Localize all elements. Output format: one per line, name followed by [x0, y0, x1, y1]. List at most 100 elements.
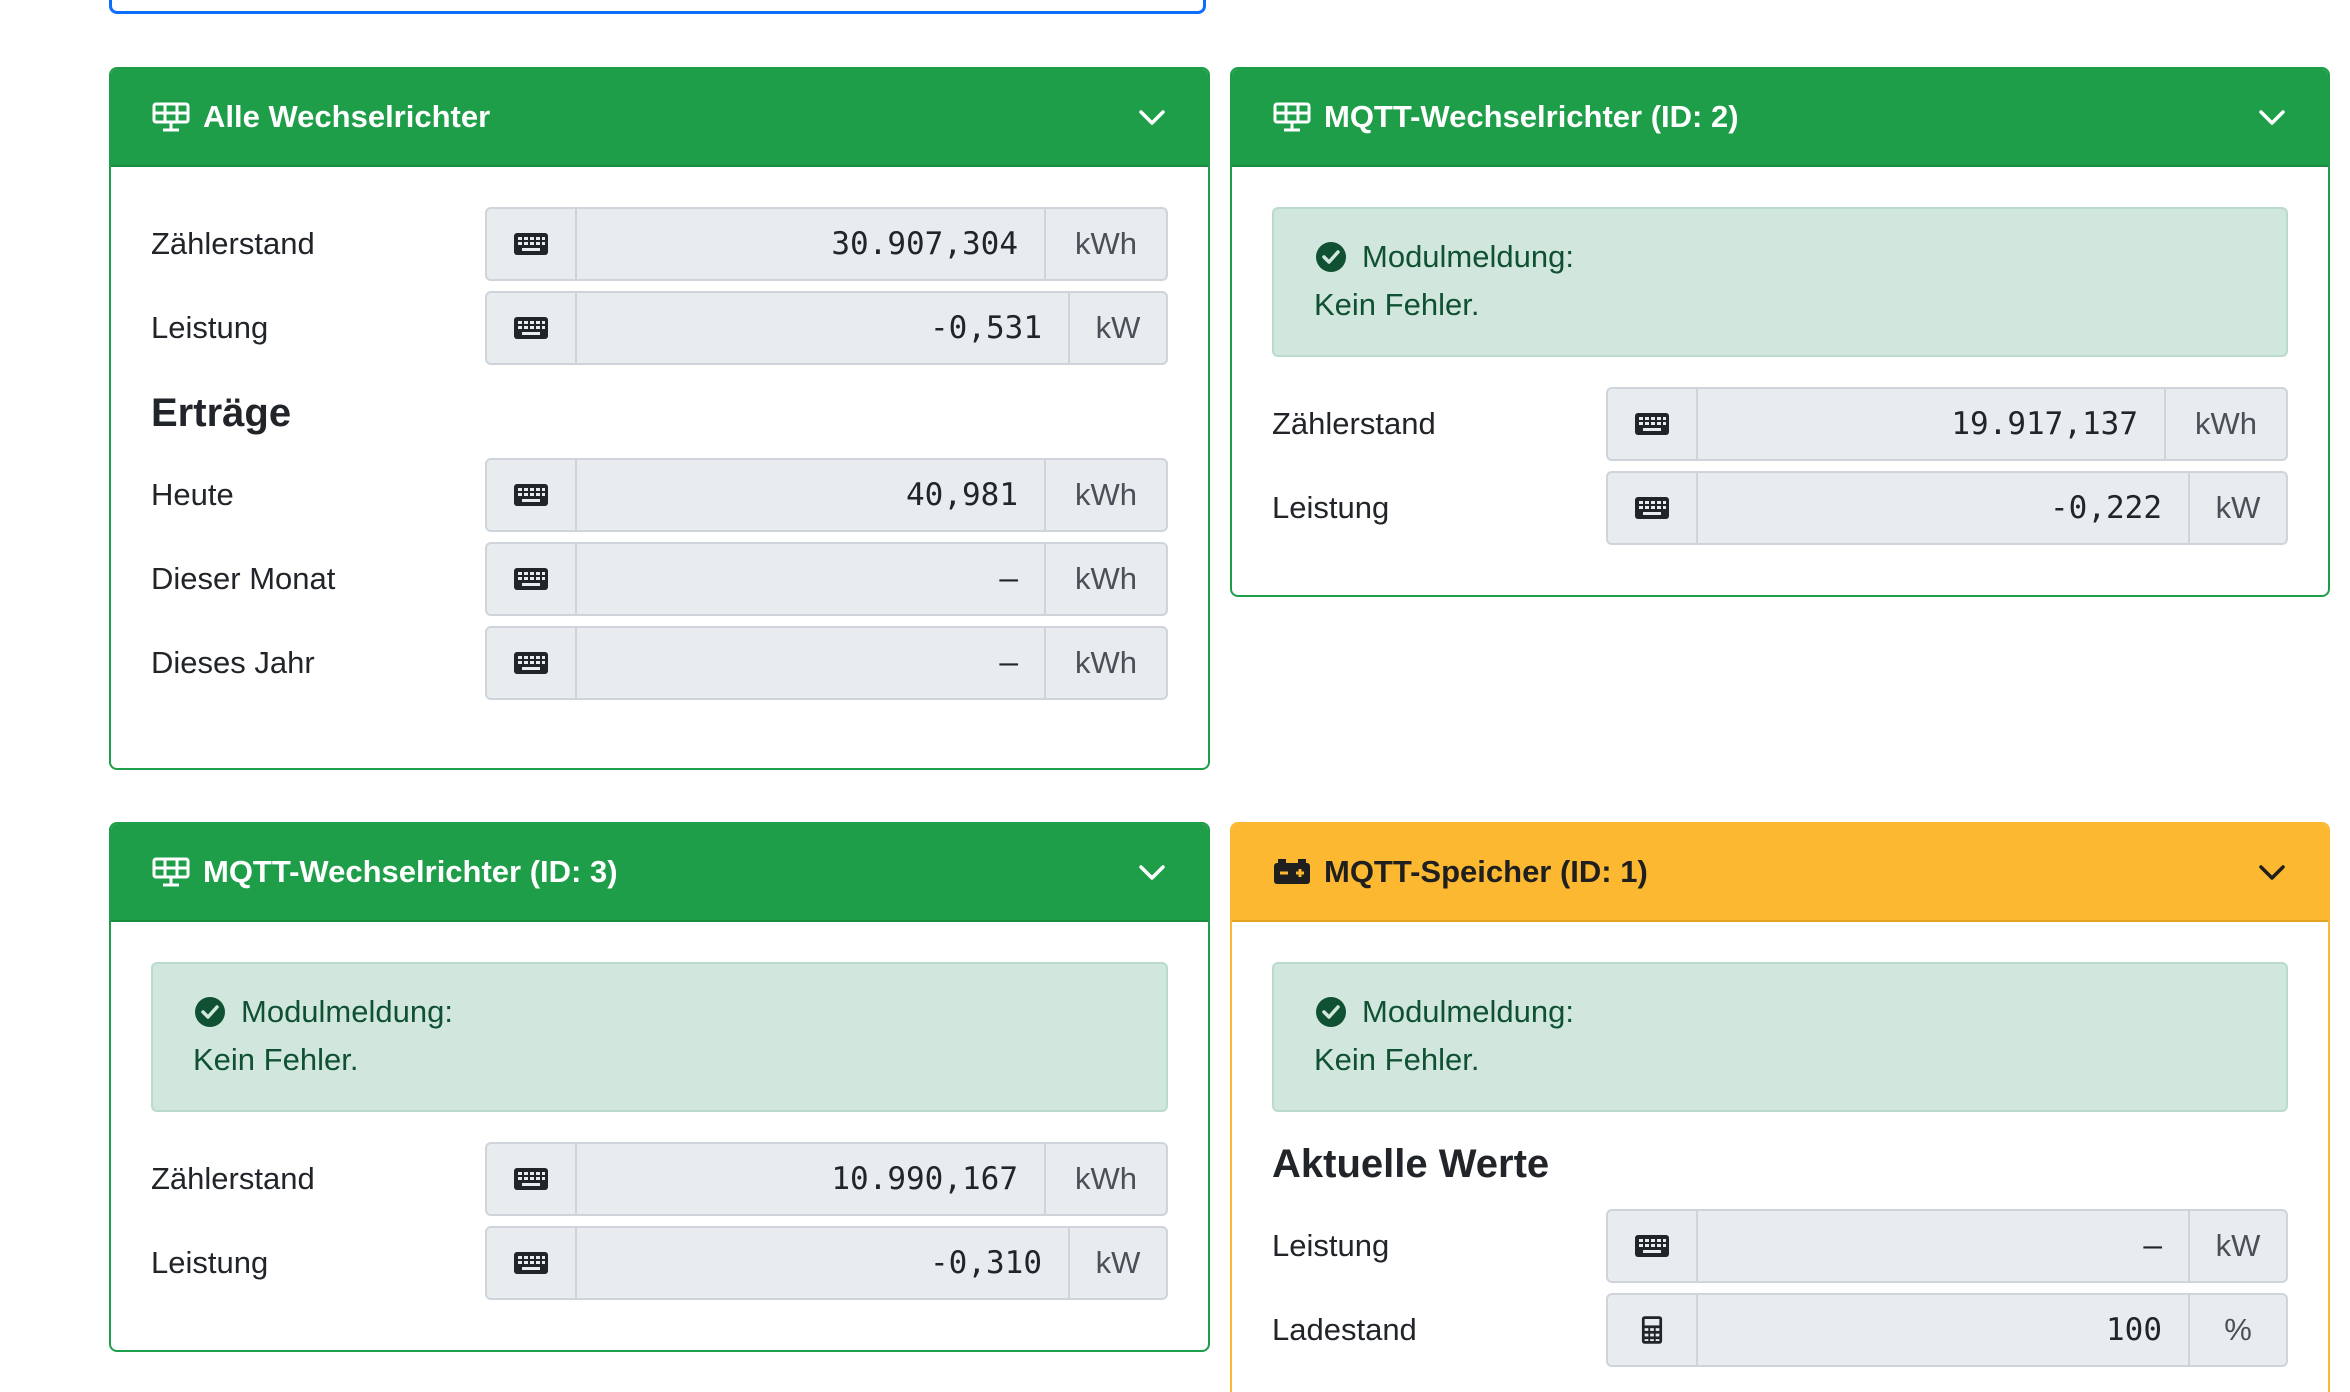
field-label: Leistung	[151, 1245, 269, 1280]
leistung-field[interactable]: -0,310 kW	[485, 1226, 1168, 1300]
field-value: 40,981	[906, 477, 1018, 513]
zaehlerstand-field[interactable]: 30.907,304 kWh	[485, 207, 1168, 281]
card-header[interactable]: MQTT-Wechselrichter (ID: 3)	[111, 824, 1208, 922]
zaehlerstand-field[interactable]: 10.990,167 kWh	[485, 1142, 1168, 1216]
field-label: Dieser Monat	[151, 561, 336, 596]
previous-card-bottom	[109, 0, 1206, 14]
solar-panel-icon	[151, 856, 191, 888]
chevron-down-icon[interactable]	[2256, 856, 2288, 888]
field-label: Zählerstand	[1272, 406, 1436, 441]
solar-panel-icon	[151, 101, 191, 133]
card-header[interactable]: Alle Wechselrichter	[111, 69, 1208, 167]
alert-title: Modulmeldung:	[1362, 994, 1574, 1029]
field-unit: kWh	[1044, 628, 1166, 698]
field-unit: kWh	[1044, 1144, 1166, 1214]
field-unit: kW	[2188, 1211, 2286, 1281]
card-mqtt-speicher-1: MQTT-Speicher (ID: 1) Modulmeldung: Kein…	[1230, 822, 2330, 1392]
dieses-jahr-field[interactable]: – kWh	[485, 626, 1168, 700]
row-ladestand: Ladestand 100 %	[1272, 1293, 2288, 1367]
field-value: –	[999, 561, 1018, 597]
field-value: -0,531	[930, 310, 1042, 346]
module-status-alert: Modulmeldung: Kein Fehler.	[1272, 962, 2288, 1112]
row-leistung: Leistung -0,310 kW	[151, 1226, 1168, 1300]
field-label: Dieses Jahr	[151, 645, 315, 680]
check-circle-icon	[1314, 995, 1348, 1029]
calculator-icon	[1608, 1295, 1698, 1365]
field-value: -0,310	[930, 1245, 1042, 1281]
row-leistung: Leistung – kW	[1272, 1209, 2288, 1283]
keyboard-icon	[1608, 389, 1698, 459]
field-label: Leistung	[1272, 490, 1390, 525]
row-zaehlerstand: Zählerstand 19.917,137 kWh	[1272, 387, 2288, 461]
leistung-field[interactable]: -0,531 kW	[485, 291, 1168, 365]
field-value: 100	[2106, 1312, 2162, 1348]
chevron-down-icon[interactable]	[2256, 101, 2288, 133]
alert-title: Modulmeldung:	[1362, 239, 1574, 274]
card-title: MQTT-Speicher (ID: 1)	[1324, 854, 1648, 889]
module-status-alert: Modulmeldung: Kein Fehler.	[1272, 207, 2288, 357]
check-circle-icon	[193, 995, 227, 1029]
alert-title: Modulmeldung:	[241, 994, 453, 1029]
section-heading: Aktuelle Werte	[1272, 1142, 1550, 1186]
card-header[interactable]: MQTT-Wechselrichter (ID: 2)	[1232, 69, 2328, 167]
car-battery-icon	[1272, 856, 1312, 888]
keyboard-icon	[487, 460, 577, 530]
card-header[interactable]: MQTT-Speicher (ID: 1)	[1232, 824, 2328, 922]
field-label: Zählerstand	[151, 226, 315, 261]
dieser-monat-field[interactable]: – kWh	[485, 542, 1168, 616]
row-zaehlerstand: Zählerstand 30.907,304 kWh	[151, 207, 1168, 281]
field-value: 10.990,167	[831, 1161, 1018, 1197]
field-unit: %	[2188, 1295, 2286, 1365]
field-label: Leistung	[1272, 1228, 1390, 1263]
field-value: 19.917,137	[1951, 406, 2138, 442]
keyboard-icon	[487, 1228, 577, 1298]
row-zaehlerstand: Zählerstand 10.990,167 kWh	[151, 1142, 1168, 1216]
keyboard-icon	[487, 628, 577, 698]
module-status-alert: Modulmeldung: Kein Fehler.	[151, 962, 1168, 1112]
field-unit: kW	[1068, 293, 1166, 363]
keyboard-icon	[487, 293, 577, 363]
field-unit: kWh	[1044, 460, 1166, 530]
section-heading: Erträge	[151, 391, 292, 435]
solar-panel-icon	[1272, 101, 1312, 133]
alert-message: Kein Fehler.	[193, 1042, 359, 1077]
field-unit: kWh	[1044, 209, 1166, 279]
row-leistung: Leistung -0,531 kW	[151, 291, 1168, 365]
card-mqtt-wechselrichter-3: MQTT-Wechselrichter (ID: 3) Modulmeldung…	[109, 822, 1210, 1352]
card-title: MQTT-Wechselrichter (ID: 2)	[1324, 99, 1739, 134]
alert-message: Kein Fehler.	[1314, 1042, 1480, 1077]
card-title: MQTT-Wechselrichter (ID: 3)	[203, 854, 618, 889]
keyboard-icon	[1608, 473, 1698, 543]
leistung-field[interactable]: – kW	[1606, 1209, 2288, 1283]
field-label: Leistung	[151, 310, 269, 345]
card-alle-wechselrichter: Alle Wechselrichter Zählerstand 30.907,3…	[109, 67, 1210, 770]
chevron-down-icon[interactable]	[1136, 856, 1168, 888]
zaehlerstand-field[interactable]: 19.917,137 kWh	[1606, 387, 2288, 461]
check-circle-icon	[1314, 240, 1348, 274]
field-value: -0,222	[2050, 490, 2162, 526]
field-value: –	[999, 645, 1018, 681]
row-heute: Heute 40,981 kWh	[151, 458, 1168, 532]
field-unit: kW	[2188, 473, 2286, 543]
field-value: 30.907,304	[831, 226, 1018, 262]
heute-field[interactable]: 40,981 kWh	[485, 458, 1168, 532]
alert-message: Kein Fehler.	[1314, 287, 1480, 322]
keyboard-icon	[487, 1144, 577, 1214]
ladestand-field[interactable]: 100 %	[1606, 1293, 2288, 1367]
chevron-down-icon[interactable]	[1136, 101, 1168, 133]
keyboard-icon	[1608, 1211, 1698, 1281]
keyboard-icon	[487, 209, 577, 279]
field-unit: kWh	[2164, 389, 2286, 459]
row-dieser-monat: Dieser Monat – kWh	[151, 542, 1168, 616]
field-label: Zählerstand	[151, 1161, 315, 1196]
keyboard-icon	[487, 544, 577, 614]
leistung-field[interactable]: -0,222 kW	[1606, 471, 2288, 545]
field-unit: kWh	[1044, 544, 1166, 614]
field-label: Heute	[151, 477, 234, 512]
card-title: Alle Wechselrichter	[203, 99, 491, 134]
field-value: –	[2143, 1228, 2162, 1264]
field-label: Ladestand	[1272, 1312, 1417, 1347]
row-dieses-jahr: Dieses Jahr – kWh	[151, 626, 1168, 700]
row-leistung: Leistung -0,222 kW	[1272, 471, 2288, 545]
field-unit: kW	[1068, 1228, 1166, 1298]
